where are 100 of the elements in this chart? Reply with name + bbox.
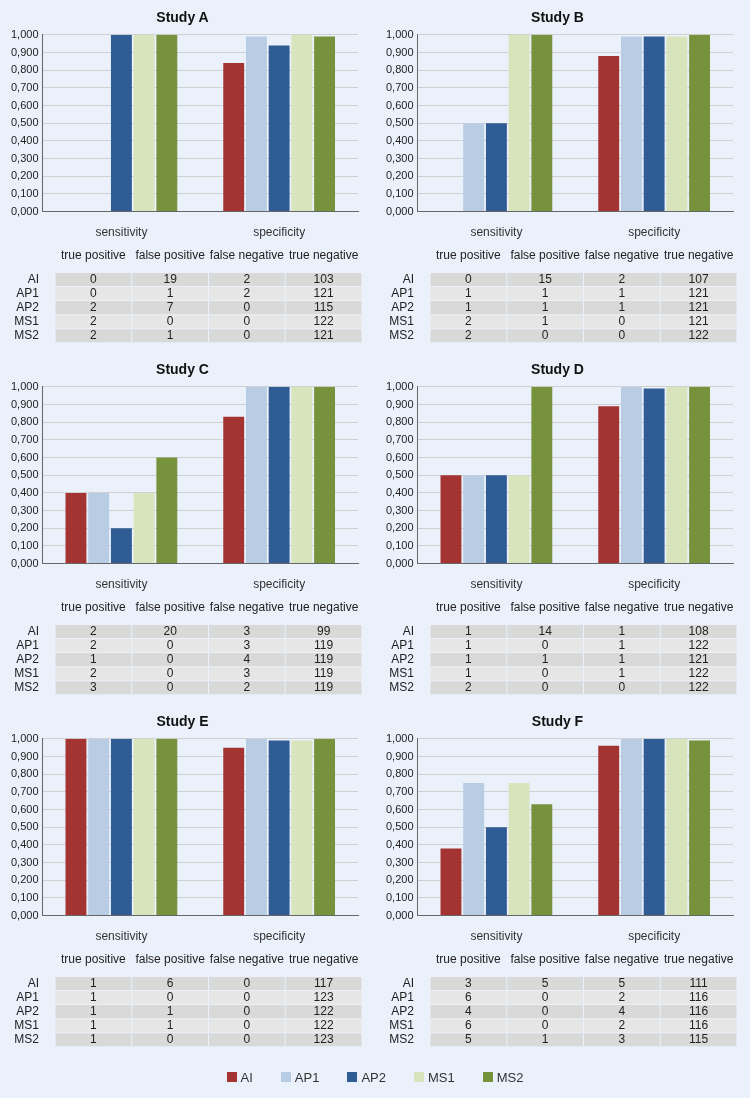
data-label: 107 bbox=[688, 271, 709, 286]
data-label: 0 bbox=[465, 271, 473, 286]
data-label: 3 bbox=[243, 665, 251, 680]
data-label: 1 bbox=[618, 665, 626, 680]
y-tick-label: 0,800 bbox=[11, 415, 39, 428]
data-label: 122 bbox=[688, 665, 709, 680]
y-tick-label: 0,000 bbox=[386, 908, 414, 921]
data-label: 122 bbox=[688, 637, 709, 652]
data-label: 119 bbox=[314, 651, 334, 666]
y-tick-label: 0,000 bbox=[386, 204, 414, 217]
y-tick-label: 0,400 bbox=[386, 485, 414, 498]
bar bbox=[485, 827, 507, 916]
data-label: 2 bbox=[465, 313, 473, 328]
data-label: 123 bbox=[313, 1032, 334, 1047]
data-label: 0 bbox=[166, 651, 174, 666]
y-tick-label: 0,100 bbox=[11, 186, 39, 199]
data-label: 0 bbox=[243, 313, 251, 328]
y-tick-label: AP1 bbox=[16, 637, 40, 652]
data-label: 1 bbox=[90, 1017, 98, 1032]
bar bbox=[508, 34, 530, 212]
bar bbox=[245, 386, 267, 564]
data-label: 121 bbox=[688, 313, 709, 328]
data-label: 108 bbox=[688, 623, 709, 638]
y-tick-label: MS1 bbox=[389, 313, 415, 328]
x-tick-label: false negative bbox=[209, 951, 285, 966]
legend-label: MS2 bbox=[495, 1070, 524, 1085]
bar bbox=[291, 386, 313, 564]
legend-label: MS1 bbox=[427, 1070, 455, 1085]
legend-label: AP1 bbox=[293, 1070, 320, 1085]
bar bbox=[88, 492, 110, 564]
y-tick-label: 0,100 bbox=[386, 890, 414, 903]
data-label: 14 bbox=[538, 623, 553, 638]
data-label: 2 bbox=[243, 271, 251, 286]
bar bbox=[689, 34, 711, 212]
y-tick-label: 1,000 bbox=[11, 27, 39, 40]
y-tick-label: MS1 bbox=[14, 1017, 40, 1032]
x-tick-label: true negative bbox=[288, 951, 359, 966]
x-tick-label: false positive bbox=[510, 247, 581, 262]
x-tick-label: false negative bbox=[584, 247, 660, 262]
x-tick-label: false positive bbox=[135, 599, 206, 614]
data-label: 1 bbox=[541, 1032, 549, 1047]
x-tick-label: sensitivity bbox=[95, 577, 148, 592]
data-label: 1 bbox=[166, 328, 174, 343]
bar bbox=[485, 475, 507, 564]
data-label: 4 bbox=[465, 1003, 473, 1018]
data-label: 7 bbox=[166, 299, 174, 314]
data-label: 2 bbox=[618, 1017, 626, 1032]
data-label: 1 bbox=[90, 651, 98, 666]
data-label: 1 bbox=[90, 989, 98, 1004]
data-label: 0 bbox=[90, 271, 98, 286]
data-label: 2 bbox=[618, 271, 626, 286]
y-tick-label: 0,800 bbox=[386, 415, 414, 428]
bar bbox=[268, 386, 290, 564]
data-label: 2 bbox=[618, 989, 626, 1004]
y-tick-label: 0,200 bbox=[386, 169, 414, 182]
bar bbox=[598, 745, 620, 916]
data-label: 0 bbox=[618, 313, 626, 328]
bar bbox=[620, 386, 642, 564]
y-tick-label: MS1 bbox=[389, 665, 415, 680]
x-tick-label: true positive bbox=[61, 247, 127, 262]
y-tick-label: 0,500 bbox=[386, 116, 414, 129]
data-label: 3 bbox=[90, 680, 98, 695]
data-label: 19 bbox=[163, 271, 178, 286]
y-tick-label: AP2 bbox=[391, 299, 415, 314]
y-tick-label: 0,600 bbox=[386, 450, 414, 463]
data-label: 0 bbox=[541, 637, 549, 652]
y-tick-label: 0,200 bbox=[386, 873, 414, 886]
bar bbox=[666, 36, 688, 212]
bar bbox=[643, 36, 665, 212]
x-tick-label: false positive bbox=[510, 599, 581, 614]
data-label: 0 bbox=[541, 665, 549, 680]
data-label: 116 bbox=[689, 989, 709, 1004]
data-label: 2 bbox=[90, 299, 98, 314]
legend-label: AP2 bbox=[360, 1070, 386, 1085]
chart-title: Study F bbox=[531, 713, 584, 730]
data-label: 121 bbox=[688, 651, 709, 666]
bar bbox=[689, 386, 711, 564]
y-tick-label: 0,600 bbox=[11, 802, 39, 815]
data-label: 121 bbox=[313, 285, 334, 300]
x-tick-label: true negative bbox=[663, 951, 734, 966]
x-tick-label: true negative bbox=[288, 247, 359, 262]
y-tick-label: 0,100 bbox=[11, 538, 39, 551]
y-tick-label: 0,300 bbox=[386, 503, 414, 516]
y-tick-label: 0,300 bbox=[11, 503, 39, 516]
data-label: 0 bbox=[618, 328, 626, 343]
data-label: 1 bbox=[166, 1003, 174, 1018]
legend-label: AI bbox=[239, 1070, 253, 1085]
data-label: 0 bbox=[243, 299, 251, 314]
bar bbox=[666, 386, 688, 564]
data-label: 2 bbox=[243, 285, 251, 300]
data-label: 0 bbox=[541, 1003, 549, 1018]
x-tick-label: true positive bbox=[436, 599, 502, 614]
data-label: 1 bbox=[465, 665, 473, 680]
bar bbox=[110, 528, 132, 564]
data-label: 0 bbox=[166, 1032, 174, 1047]
x-tick-label: true positive bbox=[61, 599, 127, 614]
data-label: 5 bbox=[618, 975, 626, 990]
data-label: 3 bbox=[243, 637, 251, 652]
data-label: 4 bbox=[618, 1003, 626, 1018]
bar bbox=[314, 386, 336, 564]
